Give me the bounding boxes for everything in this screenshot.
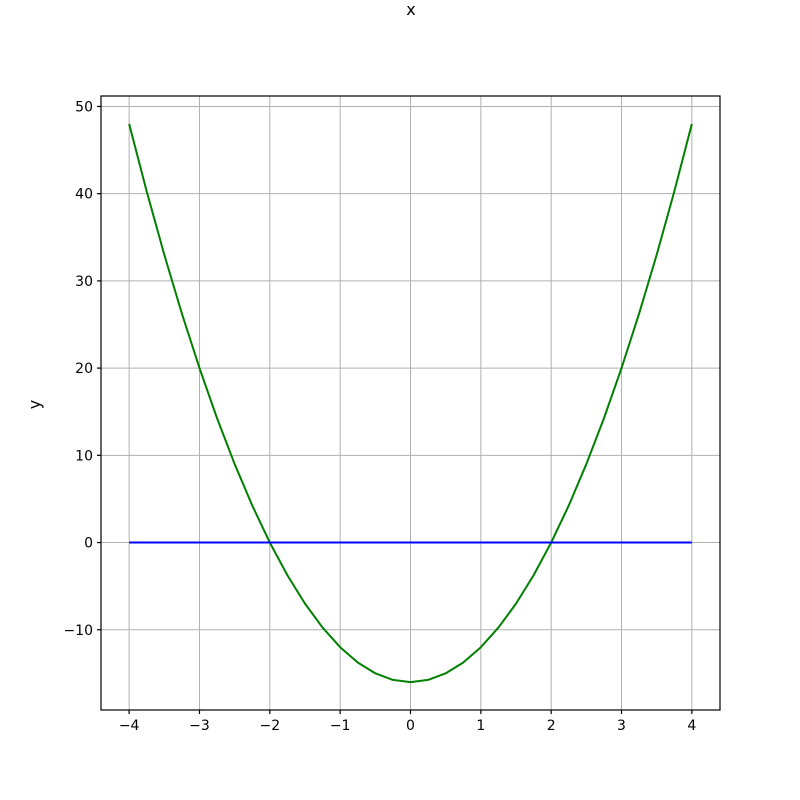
y-tick-label: 10 bbox=[75, 448, 93, 464]
x-tick-label: 2 bbox=[547, 718, 556, 734]
y-tick-label: 40 bbox=[75, 187, 93, 203]
x-tick-label: 0 bbox=[406, 718, 415, 734]
y-axis-label: y bbox=[25, 399, 45, 410]
x-tick-label: −1 bbox=[330, 718, 351, 734]
x-axis-label: x bbox=[406, 0, 416, 19]
y-tick-label: −10 bbox=[63, 623, 93, 639]
x-tick-label: 1 bbox=[476, 718, 485, 734]
y-tick-label: 50 bbox=[75, 99, 93, 115]
x-tick-label: 4 bbox=[687, 718, 696, 734]
y-tick-label: 30 bbox=[75, 274, 93, 290]
x-tick-label: −4 bbox=[119, 718, 140, 734]
y-tick-label: 0 bbox=[84, 536, 93, 552]
x-tick-label: −2 bbox=[259, 718, 280, 734]
series-line bbox=[128, 123, 693, 684]
x-tick-label: 3 bbox=[617, 718, 626, 734]
y-tick-label: 20 bbox=[75, 361, 93, 377]
x-tick-label: −3 bbox=[189, 718, 210, 734]
